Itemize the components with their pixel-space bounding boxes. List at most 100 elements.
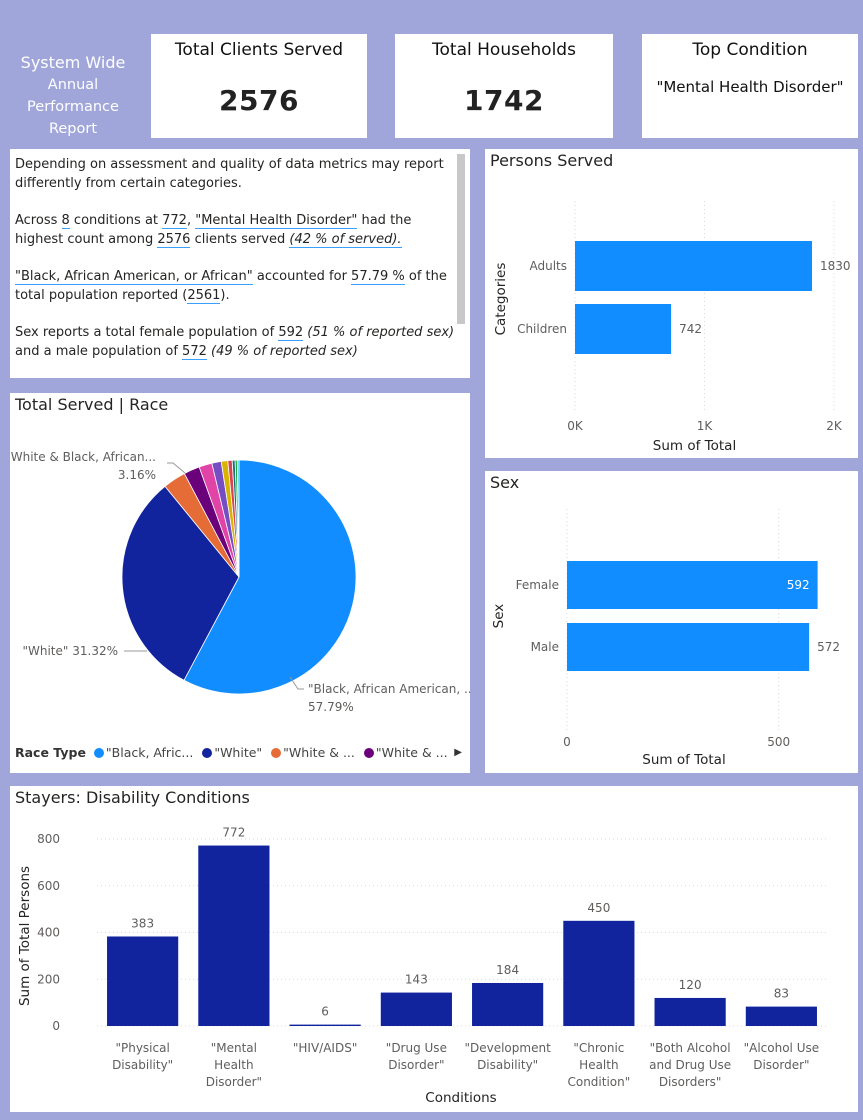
x-axis-label: Sum of Total [642, 752, 725, 768]
narrative-scrollbar[interactable] [457, 154, 465, 324]
x-axis-label: Conditions [425, 1090, 496, 1106]
category-label: Disorder" [206, 1075, 262, 1089]
report-title-line1: System Wide [20, 53, 126, 72]
category-label: "Mental [211, 1041, 257, 1055]
category-label: "Drug Use [386, 1041, 447, 1055]
legend-next-icon[interactable]: ▶ [454, 747, 462, 758]
category-label: Disorder" [753, 1058, 809, 1072]
y-axis-label: Categories [493, 263, 509, 336]
data-label: 83 [774, 987, 789, 1001]
narrative-p4: Sex reports a total female population of… [15, 325, 455, 360]
leader-line [289, 676, 304, 690]
y-tick-label: 800 [37, 832, 60, 846]
category-label: Adults [529, 259, 567, 273]
data-label: 143 [405, 973, 428, 987]
report-title-line2: Annual Performance [27, 77, 119, 115]
kpi-households-title: Total Households [432, 40, 576, 60]
race-legend-item[interactable]: "White" [202, 745, 262, 760]
bar [567, 561, 818, 609]
bar [575, 304, 672, 354]
bar [563, 920, 635, 1026]
pie-slice [121, 485, 240, 681]
data-label: 184 [496, 963, 519, 977]
data-label: 383 [131, 916, 154, 930]
kpi-clients-title: Total Clients Served [174, 40, 344, 60]
report-title: System Wide Annual Performance Report [0, 52, 146, 140]
kpi-card-clients[interactable]: Total Clients Served 2576 [151, 34, 367, 138]
category-label: "Chronic [573, 1041, 624, 1055]
kpi-condition-title: Top Condition [692, 40, 808, 60]
category-label: "Alcohol Use [744, 1041, 820, 1055]
data-label: 572 [817, 640, 840, 654]
stayers-card[interactable]: Stayers: Disability Conditions 0 200 400 60… [10, 786, 858, 1112]
category-label: Disorder" [388, 1058, 444, 1072]
category-label: "Development [464, 1041, 551, 1055]
persons-served-card[interactable]: Persons Served 0K 1K 2K Adults 1830 Children 7… [485, 149, 858, 458]
sex-card[interactable]: Sex 0 500 Female 592 Male 572 Sum of Total Sex [485, 471, 858, 773]
category-label: Health [579, 1058, 618, 1072]
category-label: Disorders" [659, 1075, 722, 1089]
race-legend-title: Race Type [15, 745, 86, 760]
kpi-card-condition[interactable]: Top Condition "Mental Health Disorder" [642, 34, 858, 138]
race-legend-item[interactable]: "Black, Afric... [93, 745, 193, 760]
bar [575, 241, 812, 291]
category-label: Disability" [477, 1058, 538, 1072]
sex-title: Sex [490, 473, 520, 492]
data-label: 120 [679, 978, 702, 992]
kpi-clients-value: 2576 [219, 84, 299, 117]
data-label: 772 [222, 826, 245, 840]
bar [107, 936, 179, 1026]
pie-data-label: 57.79% [308, 700, 354, 714]
y-axis-label: Sex [491, 604, 507, 629]
kpi-condition-value: "Mental Health Disorder" [656, 78, 844, 96]
data-label: 6 [321, 1005, 329, 1019]
x-tick-label: 2K [826, 419, 843, 433]
category-label: Condition" [567, 1075, 630, 1089]
pie-data-label: 3.16% [118, 468, 156, 482]
x-axis-label: Sum of Total [653, 438, 736, 454]
report-title-line3: Report [48, 121, 98, 137]
sex-chart: 0 500 Female 592 Male 572 Sum of Total Sex [491, 509, 840, 768]
bar [289, 1024, 361, 1026]
category-label: Disability" [112, 1058, 173, 1072]
race-pie-chart: "Black, African American, ... 57.79% "Whit… [10, 450, 470, 714]
data-label: 450 [587, 901, 610, 915]
bar [472, 982, 544, 1026]
bar [380, 992, 452, 1026]
category-label: "Both Alcohol [650, 1041, 731, 1055]
pie-data-label: "White" 31.32% [22, 644, 118, 658]
narrative-text: Depending on assessment and quality of d… [15, 155, 455, 378]
y-tick-label: 200 [37, 972, 60, 986]
y-tick-label: 0 [52, 1019, 60, 1033]
bar [198, 845, 270, 1026]
bar [567, 623, 810, 671]
persons-served-chart: 0K 1K 2K Adults 1830 Children 742 Sum of Total C… [493, 201, 851, 454]
category-label: Male [531, 640, 559, 654]
pie-slice [236, 459, 240, 578]
category-label: Children [517, 322, 567, 336]
narrative-card[interactable]: Depending on assessment and quality of d… [10, 149, 470, 378]
race-card[interactable]: Total Served | Race "Black, African Amer… [10, 393, 470, 773]
race-legend-item[interactable]: "White & ... [271, 745, 355, 760]
x-tick-label: 1K [697, 419, 714, 433]
pie-data-label: "White & Black, African... [10, 450, 156, 464]
race-legend-item[interactable]: "White & ... [363, 745, 448, 760]
category-label: "HIV/AIDS" [293, 1041, 357, 1055]
race-legend: Race Type "Black, Afric... "White" "Whit… [15, 745, 470, 765]
pie-slice [183, 459, 357, 695]
pie-data-label: "Black, African American, ... [308, 682, 470, 696]
category-label: Female [516, 578, 559, 592]
data-label: 1830 [820, 259, 851, 273]
stayers-chart: 0 200 400 600 800 383 "Physical Disability" 772 "… [17, 826, 827, 1106]
data-label: 742 [679, 322, 702, 336]
narrative-p1: Depending on assessment and quality of d… [15, 157, 444, 191]
category-label: Health [214, 1058, 253, 1072]
y-tick-label: 600 [37, 879, 60, 893]
y-axis-label: Sum of Total Persons [17, 866, 33, 1006]
category-label: and Drug Use [649, 1058, 731, 1072]
kpi-card-households[interactable]: Total Households 1742 [395, 34, 613, 138]
bar [745, 1006, 817, 1026]
narrative-p2: Across 8 conditions at 772, "Mental Heal… [15, 213, 412, 248]
y-tick-label: 400 [37, 926, 60, 940]
bar [654, 997, 726, 1026]
